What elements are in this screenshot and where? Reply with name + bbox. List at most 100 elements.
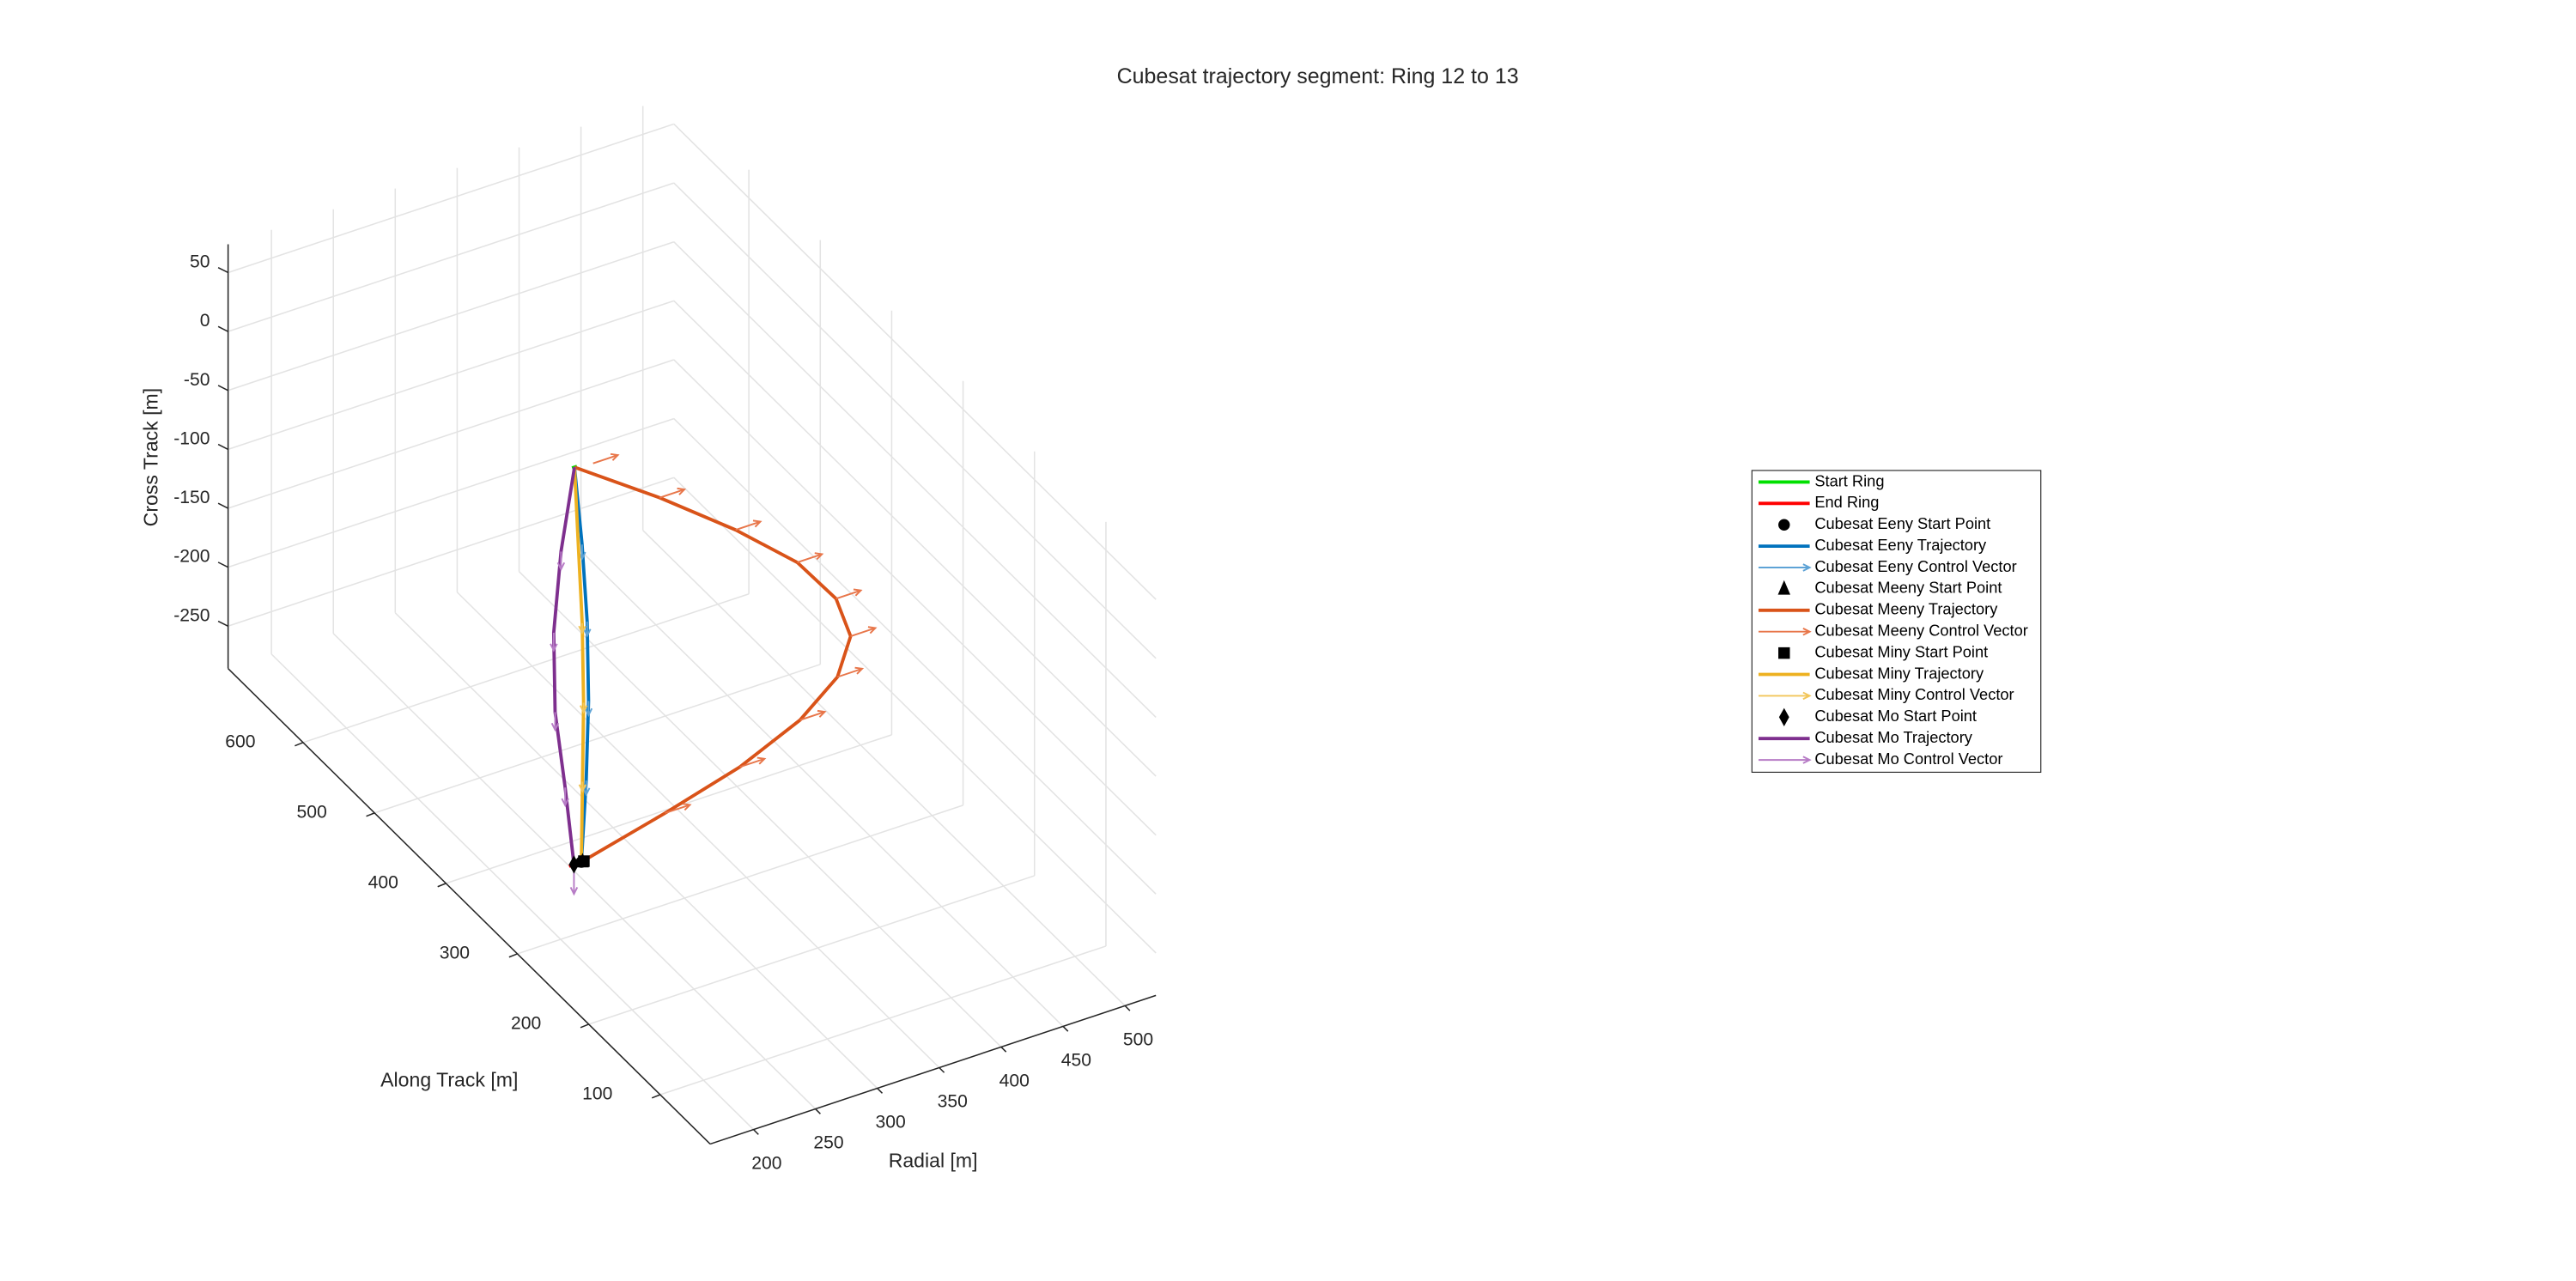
grid-line — [228, 182, 675, 332]
grid-line — [228, 477, 675, 628]
arrow-head — [584, 707, 593, 718]
y-axis — [228, 668, 711, 1144]
x-tick — [877, 1087, 884, 1094]
y-tick-label: 300 — [440, 944, 470, 963]
z-tick-label: -150 — [173, 488, 210, 507]
arrow-head — [854, 666, 865, 675]
arrow-head — [561, 798, 569, 807]
arrow-head — [569, 887, 579, 896]
control-vector — [579, 702, 588, 714]
control-vector — [799, 709, 827, 721]
arrow-head — [682, 803, 692, 811]
y-tick-label: 100 — [582, 1084, 612, 1104]
z-tick — [217, 443, 228, 451]
arrow-shaft — [836, 667, 863, 678]
arrow-shaft — [592, 454, 618, 464]
arrow-head — [550, 643, 558, 653]
chart-title: Cubesat trajectory segment: Ring 12 to 1… — [1117, 64, 1519, 88]
legend-swatch — [1778, 647, 1790, 659]
legend-label: Start Ring — [1814, 471, 1884, 489]
x-tick — [752, 1129, 759, 1135]
legend-swatch — [1778, 707, 1789, 726]
z-tick-label: 0 — [200, 311, 210, 331]
y-tick-label: 200 — [511, 1014, 541, 1034]
x-tick — [1124, 1005, 1131, 1011]
x-tick — [815, 1108, 821, 1114]
arrow-head — [583, 628, 592, 638]
grid-line — [673, 182, 1157, 659]
x-tick-label: 200 — [751, 1154, 781, 1174]
control-vector — [850, 626, 878, 637]
x-tick-label: 400 — [999, 1071, 1030, 1090]
control-vector — [797, 552, 824, 563]
plot-area — [550, 452, 878, 896]
z-tick — [217, 267, 228, 274]
z-tick-label: -100 — [173, 428, 210, 448]
arrow-head — [677, 487, 687, 495]
legend-swatch — [1777, 580, 1790, 595]
arrow-head — [1802, 756, 1812, 764]
legend-label: Cubesat Meeny Control Vector — [1814, 622, 2028, 640]
z-tick-label: 50 — [190, 252, 210, 272]
control-vector — [584, 701, 593, 718]
control-vector — [836, 666, 865, 678]
arrow-head — [556, 562, 566, 572]
legend-label: Cubesat Eeny Control Vector — [1814, 557, 2016, 575]
legend-label: Cubesat Miny Control Vector — [1814, 685, 2014, 703]
x-tick-label: 300 — [875, 1112, 905, 1132]
y-tick — [295, 742, 304, 747]
control-vector — [550, 632, 558, 653]
arrow-shaft — [735, 520, 761, 531]
control-vector — [578, 622, 586, 634]
y-tick — [366, 812, 375, 817]
y-tick-label: 500 — [296, 802, 326, 822]
arrow-shaft — [797, 553, 823, 563]
legend-box — [1751, 470, 2042, 774]
control-vector — [659, 487, 687, 499]
arrow-shaft — [799, 711, 825, 721]
arrow-head — [853, 588, 863, 597]
z-tick — [217, 562, 228, 568]
x-tick-label: 250 — [813, 1133, 843, 1153]
x-tick-label: 450 — [1061, 1050, 1091, 1070]
z-tick — [217, 620, 228, 627]
grid-line — [588, 875, 1036, 1025]
control-vector — [739, 756, 767, 768]
legend-label: Cubesat Meeny Start Point — [1814, 579, 2002, 597]
grid-line — [580, 550, 1064, 1027]
trajectory-line — [551, 466, 576, 865]
grid-line — [517, 804, 963, 955]
control-vector — [735, 519, 762, 531]
grid-line — [228, 123, 675, 274]
legend-label: Cubesat Mo Start Point — [1814, 707, 1977, 725]
arrow-shaft — [739, 757, 765, 768]
grid-line — [659, 945, 1107, 1096]
z-axis-label: Cross Track [m] — [139, 388, 161, 526]
legend-swatch — [1758, 756, 1812, 764]
y-tick — [437, 883, 447, 888]
x-tick — [1000, 1046, 1007, 1053]
arrow-head — [814, 552, 824, 561]
legend-label: Cubesat Eeny Trajectory — [1814, 536, 1987, 554]
control-vector — [556, 551, 566, 572]
y-tick-label: 600 — [225, 732, 255, 751]
z-tick-label: -200 — [173, 547, 210, 567]
y-axis-label: Along Track [m] — [380, 1068, 518, 1090]
control-vector — [665, 803, 692, 814]
grid-line — [228, 300, 675, 451]
legend-label: Cubesat Mo Control Vector — [1814, 750, 2002, 768]
arrow-head — [752, 519, 762, 528]
trajectory-line — [573, 467, 586, 862]
x-tick — [939, 1066, 945, 1073]
arrow-head — [550, 722, 560, 732]
arrow-head — [579, 705, 588, 714]
control-vector — [835, 588, 863, 600]
arrow-head — [578, 784, 587, 793]
y-tick — [651, 1094, 661, 1099]
grid-line — [673, 123, 1157, 600]
y-tick-label: 400 — [368, 872, 398, 892]
arrow-shaft — [665, 804, 690, 814]
z-tick — [217, 502, 228, 509]
